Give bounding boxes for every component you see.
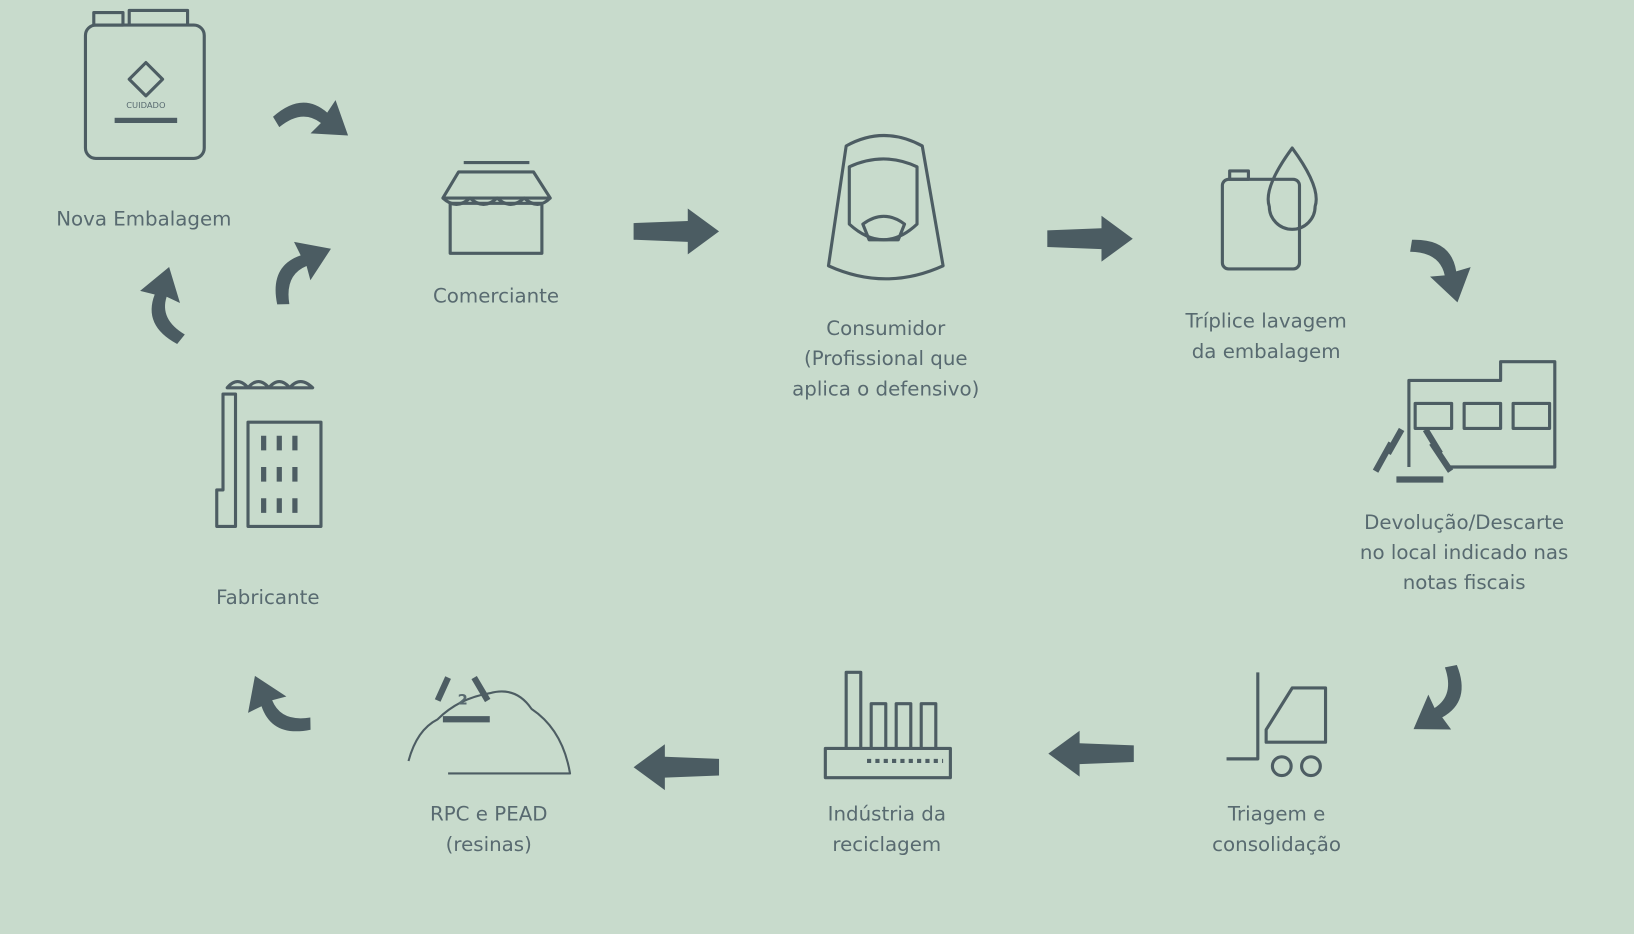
node-label: Triagem e: [1227, 803, 1325, 826]
wash-icon: [1220, 146, 1318, 271]
arrow: [1047, 215, 1133, 262]
node-label: Fabricante: [216, 586, 319, 609]
node-label: (Profissional que: [804, 347, 968, 370]
arrow: [633, 744, 720, 791]
node-label: (resinas): [446, 833, 532, 856]
jug-icon: CUIDADO: [83, 8, 206, 161]
node-label: aplica o defensivo): [792, 377, 979, 400]
shop-icon: [441, 161, 552, 255]
curved-arrow: [1410, 239, 1471, 303]
node-label: Comerciante: [433, 285, 559, 308]
node-label: da embalagem: [1192, 340, 1341, 363]
curved-arrow: [248, 675, 311, 732]
node-label: Consumidor: [826, 317, 946, 340]
manufacturer-icon: [215, 379, 323, 528]
node-label: no local indicado nas: [1360, 541, 1568, 564]
node-label: Nova Embalagem: [56, 207, 231, 230]
resin-icon: 2: [407, 675, 572, 775]
node-label: Indústria da: [828, 803, 946, 826]
node-label: reciclagem: [832, 833, 941, 856]
arrow: [1048, 730, 1134, 777]
curved-arrow: [275, 241, 331, 305]
jug-label: CUIDADO: [126, 100, 166, 110]
forklift-icon: [1226, 672, 1328, 778]
node-label: notas fiscais: [1403, 571, 1526, 594]
factory-icon: [823, 670, 952, 780]
arrow: [633, 208, 720, 255]
node-label: Tríplice lavagem: [1185, 310, 1347, 333]
curved-arrow: [273, 100, 349, 136]
mask-icon: [826, 133, 945, 281]
resin-code: 2: [458, 691, 468, 708]
node-label: Devolução/Descarte: [1364, 511, 1564, 534]
node-label: RPC e PEAD: [430, 803, 547, 826]
curved-arrow: [140, 267, 185, 344]
return-icon: [1372, 360, 1557, 483]
node-label: consolidação: [1212, 833, 1341, 856]
curved-arrow: [1413, 665, 1462, 730]
